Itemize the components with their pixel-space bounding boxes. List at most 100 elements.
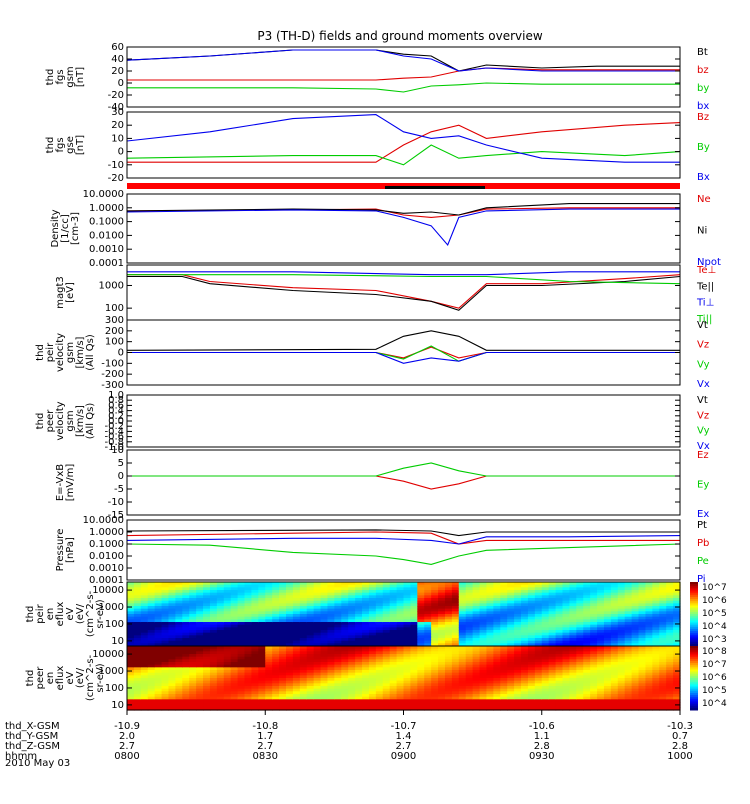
- spectrogram-cell: [500, 590, 508, 594]
- spectrogram-cell: [638, 664, 647, 668]
- spectrogram-cell: [438, 638, 446, 642]
- spectrogram-cell: [410, 686, 418, 690]
- spectrogram-cell: [320, 598, 329, 602]
- spectrogram-cell: [673, 678, 681, 682]
- spectrogram-cell: [168, 584, 176, 588]
- spectrogram-cell: [216, 590, 225, 594]
- spectrogram-cell: [597, 680, 605, 684]
- spectrogram-cell: [223, 664, 232, 668]
- spectrogram-cell: [182, 608, 190, 612]
- spectrogram-cell: [382, 696, 391, 700]
- spectrogram-cell: [465, 651, 474, 655]
- spectrogram-cell: [133, 624, 142, 628]
- spectrogram-cell: [638, 643, 647, 647]
- spectrogram-cell: [562, 704, 570, 708]
- spectrogram-cell: [458, 632, 467, 636]
- spectrogram-cell: [223, 670, 232, 674]
- spectrogram-cell: [603, 683, 612, 687]
- spectrogram-cell: [375, 704, 384, 708]
- spectrogram-cell: [500, 598, 508, 602]
- spectrogram-cell: [244, 680, 253, 684]
- spectrogram-cell: [541, 686, 550, 690]
- spectrogram-cell: [548, 696, 557, 700]
- spectrogram-cell: [410, 614, 418, 618]
- spectrogram-cell: [624, 619, 633, 623]
- spectrogram-cell: [410, 606, 418, 610]
- spectrogram-cell: [610, 654, 619, 658]
- spectrogram-cell: [389, 648, 398, 652]
- spectrogram-cell: [127, 603, 135, 607]
- spectrogram-cell: [527, 606, 536, 610]
- spectrogram-cell: [507, 606, 515, 610]
- spectrogram-cell: [209, 627, 218, 631]
- spectrogram-cell: [203, 672, 211, 676]
- series-line-Pe: [126, 543, 681, 565]
- spectrogram-cell: [348, 619, 356, 623]
- spectrogram-cell: [403, 651, 412, 655]
- series-line-Bx: [126, 114, 680, 163]
- spectrogram-cell: [617, 590, 626, 594]
- spectrogram-cell: [265, 648, 273, 652]
- spectrogram-cell: [334, 680, 342, 684]
- colorbar-cell: [690, 605, 698, 609]
- spectrogram-cell: [486, 646, 494, 650]
- spectrogram-cell: [306, 659, 315, 663]
- spectrogram-cell: [514, 704, 522, 708]
- spectrogram-cell: [265, 587, 273, 591]
- spectrogram-cell: [251, 678, 259, 682]
- spectrogram-cell: [140, 616, 149, 620]
- spectrogram-cell: [368, 688, 377, 692]
- colorbar-cell: [690, 620, 698, 624]
- spectrogram-cell: [196, 584, 204, 588]
- spectrogram-cell: [341, 619, 349, 623]
- spectrogram-cell: [203, 659, 211, 663]
- spectrogram-cell: [569, 590, 577, 594]
- spectrogram-cell: [438, 624, 446, 628]
- spectrogram-cell: [424, 656, 432, 660]
- spectrogram-cell: [451, 675, 460, 679]
- spectrogram-cell: [410, 707, 418, 711]
- spectrogram-cell: [431, 603, 439, 607]
- spectrogram-cell: [548, 632, 557, 636]
- x-tick-label: 1.1: [534, 731, 550, 742]
- spectrogram-cell: [147, 651, 156, 655]
- spectrogram-cell: [168, 686, 176, 690]
- spectrogram-cell: [666, 694, 674, 698]
- spectrogram-cell: [133, 606, 142, 610]
- spectrogram-cell: [258, 662, 266, 666]
- spectrogram-cell: [424, 587, 432, 591]
- spectrogram-cell: [610, 683, 619, 687]
- spectrogram-cell: [189, 614, 197, 618]
- spectrogram-cell: [237, 686, 246, 690]
- spectrogram-cell: [292, 702, 301, 706]
- spectrogram-cell: [666, 592, 674, 596]
- y-axis-label: eflux: [55, 602, 66, 627]
- spectrogram-cell: [610, 611, 619, 615]
- spectrogram-cell: [666, 656, 674, 660]
- spectrogram-cell: [576, 646, 584, 650]
- spectrogram-cell: [548, 675, 557, 679]
- spectrogram-cell: [569, 595, 577, 599]
- spectrogram-cell: [569, 691, 577, 695]
- spectrogram-cell: [341, 688, 349, 692]
- spectrogram-cell: [527, 688, 536, 692]
- spectrogram-cell: [417, 587, 425, 591]
- spectrogram-cell: [313, 648, 322, 652]
- spectrogram-cell: [334, 608, 342, 612]
- spectrogram-cell: [127, 659, 135, 663]
- spectrogram-cell: [279, 686, 287, 690]
- spectrogram-cell: [403, 704, 412, 708]
- spectrogram-cell: [500, 600, 508, 604]
- spectrogram-cell: [576, 638, 584, 642]
- spectrogram-cell: [175, 680, 183, 684]
- spectrogram-cell: [438, 670, 446, 674]
- spectrogram-cell: [382, 672, 391, 676]
- spectrogram-cell: [652, 606, 660, 610]
- spectrogram-cell: [562, 694, 570, 698]
- spectrogram-cell: [500, 584, 508, 588]
- spectrogram-cell: [223, 656, 232, 660]
- spectrogram-cell: [196, 683, 204, 687]
- spectrogram-cell: [500, 696, 508, 700]
- spectrogram-cell: [154, 640, 163, 644]
- spectrogram-cell: [410, 630, 418, 634]
